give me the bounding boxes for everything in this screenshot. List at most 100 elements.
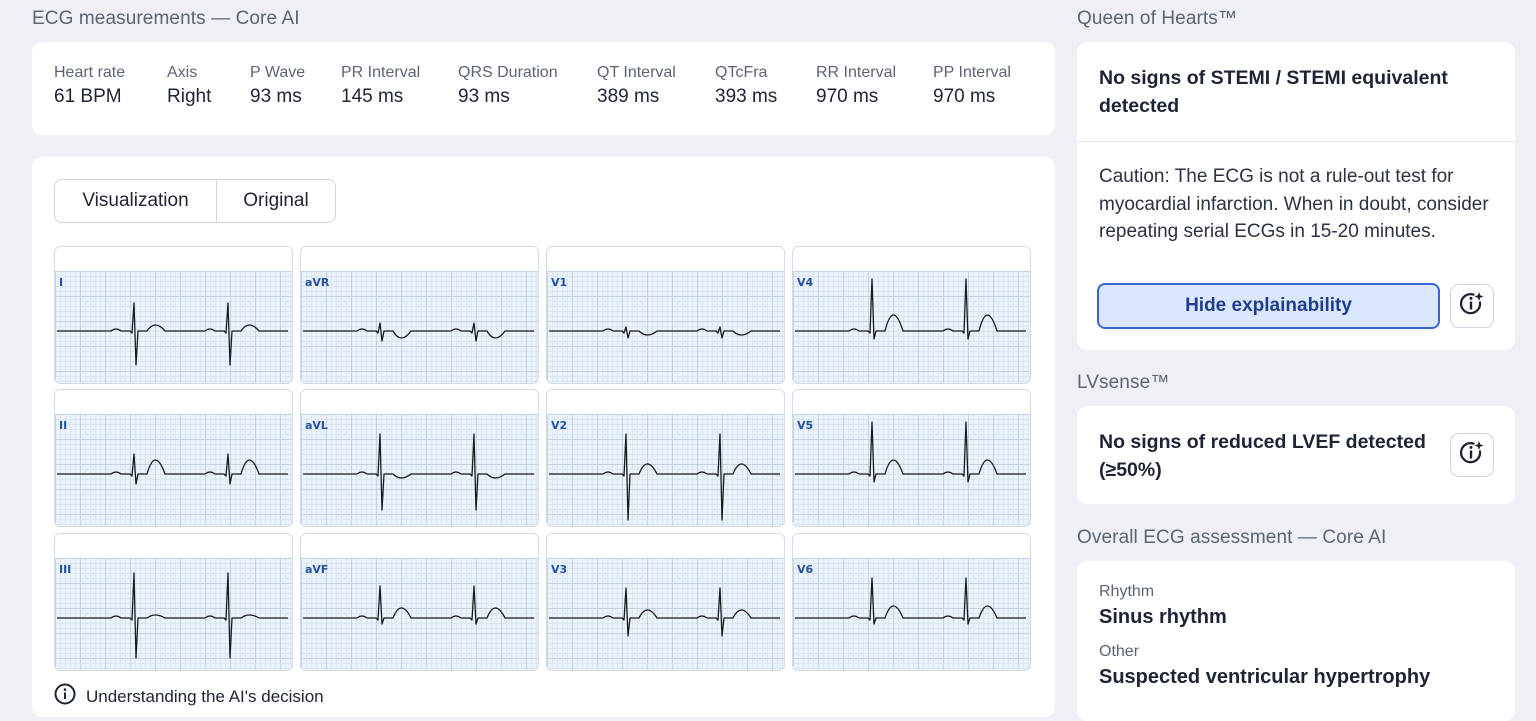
qoh-headline: No signs of STEMI / STEMI equivalent det… [1099, 67, 1448, 117]
ecg-trace [549, 587, 780, 637]
measurement-p-wave: P Wave 93 ms [250, 64, 305, 108]
ecg-trace [303, 322, 534, 342]
qoh-title: Queen of Hearts™ [1077, 8, 1238, 29]
lead-label: V4 [797, 276, 814, 289]
lvsense-card: No signs of reduced LVEF detected (≥50%) [1077, 406, 1515, 504]
qoh-card: No signs of STEMI / STEMI equivalent det… [1077, 42, 1515, 350]
ecg-grid [793, 271, 1030, 383]
lead-label: aVF [305, 563, 329, 576]
tab-visualization[interactable]: Visualization [55, 180, 217, 222]
measurement-label: Heart rate [54, 64, 126, 81]
ecg-trace-svg [795, 577, 1026, 625]
ecg-lead-i: I [54, 246, 293, 384]
ecg-lead-v5: V5 [792, 389, 1031, 527]
ecg-trace [549, 433, 780, 521]
measurement-value: 393 ms [715, 86, 778, 107]
measurement-qt-interval: QT Interval 389 ms [597, 64, 676, 108]
ecg-grid [301, 271, 538, 383]
measurement-value: 61 BPM [54, 86, 122, 107]
ecg-grid [547, 414, 784, 526]
ecg-grid [793, 414, 1030, 526]
lead-label: II [59, 419, 68, 432]
ecg-trace [57, 572, 288, 659]
ecg-lead-v2: V2 [546, 389, 785, 527]
ecg-grid [55, 558, 292, 670]
lead-label: V3 [551, 563, 568, 576]
understanding-link[interactable]: Understanding the AI's decision [54, 683, 324, 710]
view-toggle: Visualization Original [54, 179, 336, 223]
measurement-qtcfra: QTcFra 393 ms [715, 64, 777, 108]
measurement-rr-interval: RR Interval 970 ms [816, 64, 896, 108]
ecg-trace-svg [57, 453, 288, 485]
lead-label: V1 [551, 276, 568, 289]
ecg-trace-svg [549, 433, 780, 521]
lead-label: V6 [797, 563, 814, 576]
ecg-lead-avr: aVR [300, 246, 539, 384]
ecg-trace-svg [795, 278, 1026, 340]
tab-original[interactable]: Original [243, 190, 309, 211]
ecg-grid [301, 414, 538, 526]
ecg-trace [57, 302, 288, 366]
ecg-grid [55, 414, 292, 526]
ecg-grid [547, 271, 784, 383]
measurement-label: P Wave [250, 64, 306, 81]
lead-label: I [59, 276, 64, 289]
ecg-grid [301, 558, 538, 670]
understanding-label: Understanding the AI's decision [86, 686, 324, 706]
ecg-trace [57, 453, 288, 485]
measurement-label: RR Interval [816, 64, 897, 81]
ecg-grid [55, 271, 292, 383]
measurement-value: 389 ms [597, 86, 660, 107]
assessment-title: Overall ECG assessment — Core AI [1077, 527, 1387, 548]
ecg-trace [303, 433, 534, 511]
ai-sparkle-info-icon [1458, 290, 1486, 323]
lead-label: aVR [305, 276, 330, 289]
ai-sparkle-info-icon [1458, 439, 1486, 472]
lvsense-title: LVsense™ [1077, 372, 1170, 393]
measurement-pp-interval: PP Interval 970 ms [933, 64, 1011, 108]
measurements-card: Heart rate 61 BPM Axis Right P Wave 93 m… [32, 42, 1055, 135]
lead-label: V2 [551, 419, 568, 432]
ecg-trace-svg [795, 421, 1026, 483]
measurements-title: ECG measurements — Core AI [32, 8, 300, 29]
ecg-trace [303, 585, 534, 625]
other-label: Other [1099, 643, 1140, 660]
ecg-lead-v4: V4 [792, 246, 1031, 384]
ecg-lead-v6: V6 [792, 533, 1031, 671]
ecg-trace-svg [57, 302, 288, 366]
ecg-trace-svg [57, 572, 288, 659]
lvsense-info-button[interactable] [1450, 433, 1494, 477]
measurement-label: QTcFra [715, 64, 768, 81]
measurement-value: 93 ms [250, 86, 302, 107]
hide-explainability-button[interactable]: Hide explainability [1097, 283, 1440, 329]
measurement-label: QRS Duration [458, 64, 558, 81]
other-value: Suspected ventricular hypertrophy [1099, 666, 1431, 688]
ecg-lead-avl: aVL [300, 389, 539, 527]
ecg-lead-ii: II [54, 389, 293, 527]
ai-info-button[interactable] [1450, 284, 1494, 328]
measurement-pr-interval: PR Interval 145 ms [341, 64, 420, 108]
measurement-axis: Axis Right [167, 64, 211, 108]
ecg-trace [549, 326, 780, 339]
measurement-label: Axis [167, 64, 198, 81]
lvsense-headline: No signs of reduced LVEF detected (≥50%) [1099, 431, 1426, 481]
measurement-value: Right [167, 86, 212, 107]
measurement-label: PP Interval [933, 64, 1011, 81]
ecg-trace [795, 577, 1026, 625]
ecg-trace-svg [303, 322, 534, 342]
rhythm-label: Rhythm [1099, 583, 1155, 600]
ecg-lead-avf: aVF [300, 533, 539, 671]
lead-label: V5 [797, 419, 814, 432]
measurement-value: 970 ms [816, 86, 879, 107]
assessment-card: Rhythm Sinus rhythm Other Suspected vent… [1077, 561, 1515, 721]
ecg-lead-iii: III [54, 533, 293, 671]
measurement-qrs-duration: QRS Duration 93 ms [458, 64, 558, 108]
qoh-caution: Caution: The ECG is not a rule-out test … [1099, 166, 1489, 242]
measurement-heart-rate: Heart rate 61 BPM [54, 64, 125, 108]
lead-label: III [59, 563, 72, 576]
measurement-label: PR Interval [341, 64, 421, 81]
lead-label: aVL [305, 419, 328, 432]
ecg-lead-v1: V1 [546, 246, 785, 384]
ecg-grid [793, 558, 1030, 670]
